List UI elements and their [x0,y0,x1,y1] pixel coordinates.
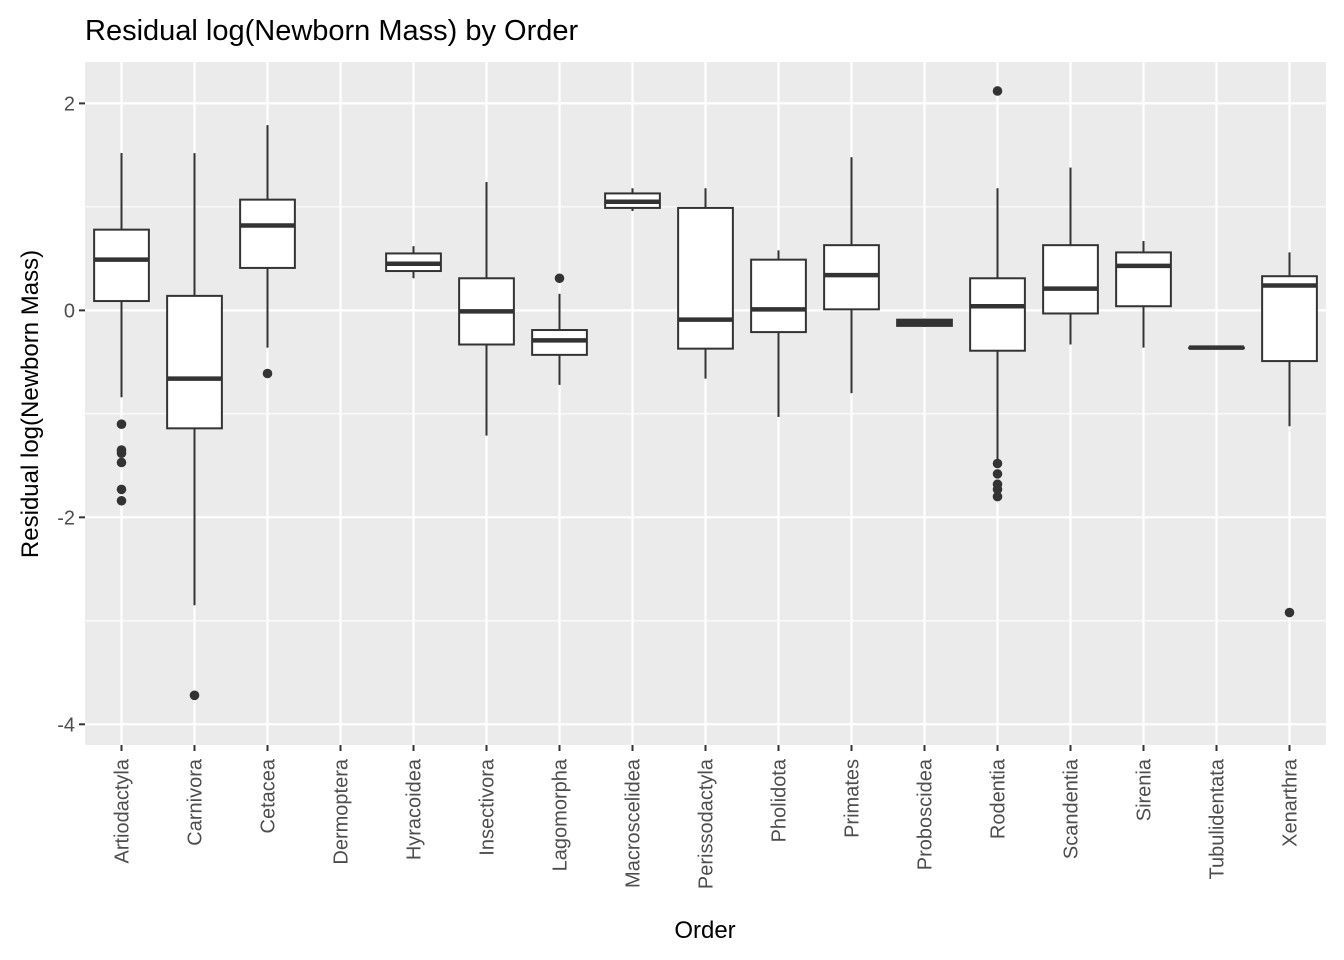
y-tick-label: -2 [57,507,75,529]
x-tick-label: Scandentia [1061,758,1083,859]
chart-title: Residual log(Newborn Mass) by Order [85,15,579,47]
outlier-point [992,458,1003,469]
x-tick-label: Insectivora [477,758,499,856]
box-scandentia [1042,167,1099,345]
outlier-point [554,273,565,284]
box-proboscidea [896,318,953,327]
outlier-point [992,484,1003,495]
outlier-point [116,419,127,429]
box-macroscelidea [604,188,661,212]
x-axis-title: Order [674,917,735,944]
box-xenarthra [1261,252,1318,618]
y-axis-title: Residual log(Newborn Mass) [17,250,44,558]
box-iqr [93,228,150,303]
x-tick-label: Proboscidea [915,758,937,870]
x-tick-label: Rodentia [988,758,1010,839]
box-cetacea [239,125,296,379]
box-primates [823,157,880,394]
outlier-point [1284,607,1295,618]
y-tick-label: 2 [64,93,75,115]
x-tick-label: Perissodactyla [696,758,718,889]
outlier-point [262,368,273,379]
y-tick-label: -4 [57,714,75,736]
x-tick-label: Hyracoidea [404,758,426,860]
box-pholidota [750,250,807,417]
box-iqr [677,206,734,350]
outlier-point [116,495,127,506]
box-iqr [1115,251,1172,308]
x-tick-label: Artiodactyla [112,758,134,863]
boxes-layer [93,86,1318,701]
outlier-point [189,690,200,701]
box-carnivora [166,153,223,701]
box-lagomorpha [531,273,588,385]
x-tick-label: Tubulidentata [1207,758,1229,879]
box-sirenia [1115,241,1172,348]
outlier-point [992,469,1003,479]
x-tick-label: Pholidota [769,758,791,842]
box-iqr [1261,275,1318,363]
x-tick-label: Sirenia [1134,758,1156,821]
outlier-point [116,457,127,468]
x-tick-label: Dermoptera [331,758,353,864]
box-iqr [239,198,296,269]
box-tubulidentata [1188,345,1245,350]
y-tick-label: 0 [64,300,75,322]
x-tick-label: Macroscelidea [623,758,645,888]
outlier-point [116,484,127,495]
outlier-point [992,86,1003,96]
box-artiodactyla [93,153,150,506]
box-iqr [969,277,1026,352]
axes-layer: -4 -2 0 2 Artiodactyla Carnivora Cetacea Dermop… [57,93,1301,889]
box-iqr [750,258,807,334]
outlier-point [116,448,127,458]
box-iqr [166,294,223,430]
x-tick-label: Lagomorpha [550,758,572,871]
x-tick-label: Carnivora [185,758,207,846]
box-insectivora [458,182,515,436]
outlier-point [992,491,1003,502]
x-tick-label: Xenarthra [1280,758,1302,847]
x-tick-label: Cetacea [258,758,280,833]
box-perissodactyla [677,188,734,379]
box-hyracoidea [385,246,442,279]
box-rodentia [969,86,1026,502]
box-iqr [1042,244,1099,315]
x-tick-label: Primates [842,759,864,838]
